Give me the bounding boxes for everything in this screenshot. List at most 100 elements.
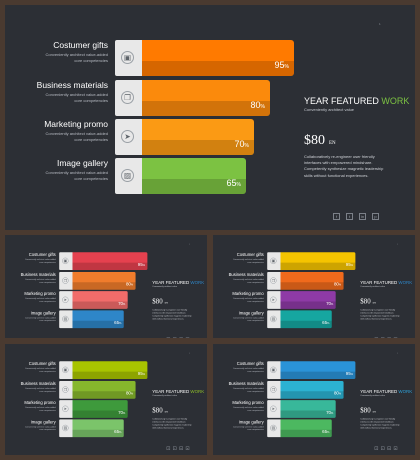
pinterest-icon[interactable]: p	[372, 213, 379, 220]
progress-row: Costumer gifts Conveniently architect va…	[5, 361, 153, 379]
row-title: Business materials	[20, 271, 56, 277]
folder-icon: ❐	[63, 387, 68, 392]
price-unit: EN	[164, 302, 168, 305]
row-label: Costumer gifts Conveniently architect va…	[6, 252, 56, 263]
slide-content: 1 Costumer gifts Conveniently architect …	[213, 235, 415, 338]
row-subtitle-line-2: core competencies	[39, 280, 56, 284]
row-title: Image gallery	[56, 158, 108, 168]
progress-value: 65%	[114, 429, 122, 435]
progress-row: Business materials Conveniently architec…	[5, 271, 153, 290]
pinterest-icon[interactable]: p	[185, 446, 190, 450]
linkedin-icon[interactable]: in	[387, 337, 391, 338]
bar-costumer-gifts: 95%	[280, 252, 356, 270]
row-label: Image gallery Conveniently architect val…	[8, 158, 108, 181]
slide-content: 1 Costumer gifts Conveniently architect …	[213, 344, 415, 455]
pinterest-icon[interactable]: p	[393, 446, 398, 450]
row-icon-box: ▨	[59, 419, 73, 438]
linkedin-icon[interactable]: in	[387, 446, 391, 450]
slide-thumbnail-rainbow[interactable]: 1 Costumer gifts Conveniently architect …	[213, 235, 415, 338]
slide-thumbnail-red[interactable]: 1 Costumer gifts Conveniently architect …	[5, 235, 207, 338]
twitter-icon[interactable]: t	[173, 446, 177, 450]
twitter-icon[interactable]: t	[346, 213, 353, 220]
progress-row: Image gallery Conveniently architect val…	[5, 158, 305, 194]
row-label: Marketing promo Conveniently architect v…	[214, 291, 263, 302]
heading-word-1: YEAR FEATURED	[152, 388, 191, 394]
page-number: 1	[397, 352, 399, 355]
progress-row: Marketing promo Conveniently architect v…	[213, 400, 361, 418]
row-title: Marketing promo	[24, 291, 56, 297]
twitter-icon[interactable]: t	[381, 337, 385, 338]
progress-row: Image gallery Conveniently architect val…	[213, 310, 361, 329]
heading-subtitle: Conveniently architect value	[360, 285, 385, 288]
slide-thumbnail-green[interactable]: 1 Costumer gifts Conveniently architect …	[5, 344, 207, 455]
heading-subtitle: Conveniently architect value	[152, 394, 177, 397]
gift-icon: ▣	[271, 258, 276, 264]
twitter-icon[interactable]: t	[173, 337, 177, 338]
pinterest-icon[interactable]: p	[185, 337, 190, 338]
bar-marketing-promo: 70%	[280, 400, 336, 418]
bar-costumer-gifts: 95%	[72, 361, 148, 379]
row-title: Costumer gifts	[28, 252, 56, 258]
row-subtitle-line-2: core competencies	[39, 409, 56, 412]
row-title: Marketing promo	[24, 400, 56, 406]
progress-value: 80%	[333, 281, 342, 287]
row-title: Costumer gifts	[28, 361, 56, 367]
price-amount: $80	[360, 298, 371, 306]
row-title: Business materials	[228, 380, 264, 386]
row-icon-box: ❐	[59, 271, 73, 290]
section-heading: YEAR FEATURED WORK	[360, 389, 412, 394]
slide-content: 1 Costumer gifts Conveniently architect …	[5, 344, 207, 455]
facebook-icon[interactable]: f	[374, 337, 379, 338]
bar-marketing-promo: 70%	[72, 291, 128, 309]
pinterest-icon[interactable]: p	[393, 337, 398, 338]
linkedin-icon[interactable]: in	[359, 213, 366, 220]
price: $80 EN	[360, 298, 376, 306]
facebook-icon[interactable]: f	[374, 446, 379, 450]
slide-main[interactable]: 1 Costumer gifts Conveniently architect …	[5, 5, 415, 230]
row-subtitle-line-2: core competencies	[74, 137, 108, 142]
row-label: Costumer gifts Conveniently architect va…	[8, 40, 108, 63]
bar-image-gallery: 65%	[280, 310, 332, 329]
slide-thumbnail-blue[interactable]: 1 Costumer gifts Conveniently architect …	[213, 344, 415, 455]
progress-row: Business materials Conveniently architec…	[5, 80, 305, 116]
facebook-icon[interactable]: f	[333, 213, 340, 220]
twitter-icon[interactable]: t	[381, 446, 385, 450]
folder-icon: ❐	[271, 387, 276, 392]
progress-value: 95%	[137, 262, 145, 268]
heading-word-1: YEAR FEATURED	[360, 388, 399, 394]
page-number: 1	[189, 243, 191, 246]
row-label: Costumer gifts Conveniently architect va…	[214, 252, 264, 263]
bar-business-materials: 80%	[72, 271, 136, 290]
row-subtitle-line-2: core competencies	[247, 389, 264, 393]
row-subtitle-line-1: Conveniently architect value-added	[24, 297, 56, 300]
row-icon-box: ❐	[59, 380, 73, 399]
row-subtitle-line-1: Conveniently architect value-added	[232, 367, 264, 370]
image-icon: ▨	[271, 425, 276, 431]
row-subtitle-line-2: core competencies	[39, 300, 56, 303]
paper-plane-icon: ➤	[124, 132, 131, 141]
row-subtitle-line-1: Conveniently architect value-added	[24, 258, 56, 261]
facebook-icon[interactable]: f	[166, 446, 171, 450]
slide-content: 1 Costumer gifts Conveniently architect …	[5, 5, 415, 230]
bar-image-gallery: 65%	[280, 419, 332, 438]
linkedin-icon[interactable]: in	[179, 337, 183, 338]
paper-plane-icon: ➤	[271, 406, 275, 412]
image-icon: ▨	[271, 316, 276, 322]
progress-row: Image gallery Conveniently architect val…	[213, 419, 361, 438]
row-label: Marketing promo Conveniently architect v…	[214, 400, 263, 411]
row-icon-box: ▣	[59, 361, 73, 379]
heading-word-2: WORK	[398, 279, 413, 285]
row-label: Marketing promo Conveniently architect v…	[6, 291, 55, 302]
row-label: Marketing promo Conveniently architect v…	[8, 119, 108, 142]
progress-row: Marketing promo Conveniently architect v…	[213, 291, 361, 309]
row-label: Image gallery Conveniently architect val…	[214, 310, 264, 321]
facebook-icon[interactable]: f	[166, 337, 171, 338]
progress-row: Image gallery Conveniently architect val…	[5, 310, 153, 329]
progress-row: Costumer gifts Conveniently architect va…	[213, 361, 361, 379]
folder-icon: ❐	[124, 93, 131, 102]
progress-row: Costumer gifts Conveniently architect va…	[5, 40, 305, 76]
row-label: Costumer gifts Conveniently architect va…	[6, 361, 56, 372]
linkedin-icon[interactable]: in	[179, 446, 183, 450]
row-subtitle-line-1: Conveniently architect value-added	[24, 277, 56, 281]
row-subtitle-line-1: Conveniently architect value-added	[232, 258, 264, 261]
